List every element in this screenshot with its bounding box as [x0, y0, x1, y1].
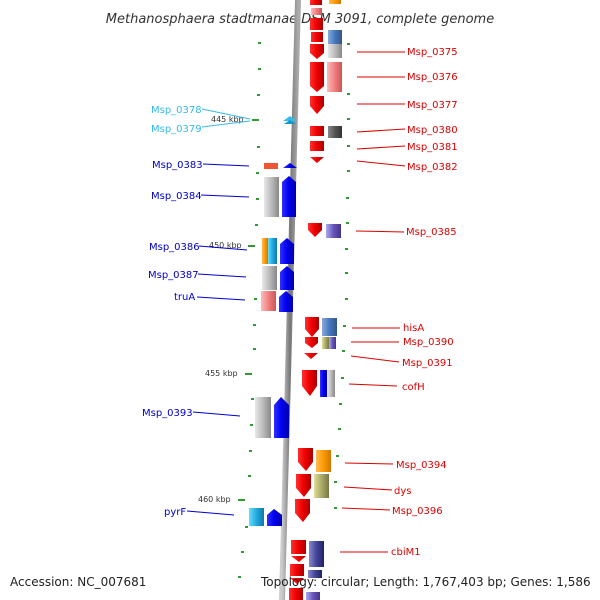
- gene-feature-Msp_0378[interactable]: [283, 116, 297, 121]
- gene-feature-Msp_0376[interactable]: [310, 62, 342, 92]
- gene-feature-Msp_0391[interactable]: [304, 353, 318, 359]
- gene-feature-hisA[interactable]: [305, 317, 337, 337]
- gene-label-cbiM1[interactable]: cbiM1: [391, 547, 421, 558]
- gene-label-group-Msp_0396[interactable]: Msp_0396: [341, 506, 443, 517]
- gene-label-Msp_0393[interactable]: Msp_0393: [142, 408, 193, 419]
- gene-feature-dys[interactable]: [296, 474, 329, 498]
- gene-label-Msp_0382[interactable]: Msp_0382: [407, 162, 458, 173]
- gene-label-group-Msp_0384[interactable]: Msp_0384: [151, 191, 250, 202]
- gene-label-dys[interactable]: dys: [394, 486, 411, 497]
- gene-label-group-Msp_0379[interactable]: Msp_0379: [151, 120, 251, 135]
- gene-label-group-pyrF[interactable]: pyrF: [164, 507, 235, 518]
- gene-label-group-Msp_0390[interactable]: Msp_0390: [351, 337, 454, 348]
- gene-label-Msp_0381[interactable]: Msp_0381: [407, 142, 458, 153]
- gene-feature-truA[interactable]: [261, 291, 293, 312]
- gene-label-group-Msp_0377[interactable]: Msp_0377: [357, 100, 458, 111]
- gene-feature-cbiM1[interactable]: [289, 540, 324, 600]
- gene-label-hisA[interactable]: hisA: [403, 323, 424, 334]
- gene-label-group-cbiM1[interactable]: cbiM1: [340, 547, 421, 558]
- gene-feature-Msp_0387[interactable]: [262, 266, 294, 290]
- gene-label-Msp_0375[interactable]: Msp_0375: [407, 47, 458, 58]
- gene-feature-Msp_0393[interactable]: [255, 397, 289, 438]
- gene-label-group-Msp_0385[interactable]: Msp_0385: [355, 227, 457, 238]
- gene-feature-Msp_0394[interactable]: [298, 448, 331, 472]
- gene-label-Msp_0394[interactable]: Msp_0394: [396, 460, 447, 471]
- gene-label-truA[interactable]: truA: [174, 292, 195, 303]
- gene-label-group-Msp_0387[interactable]: Msp_0387: [148, 270, 247, 281]
- kbp-label-455: 455 kbp: [205, 369, 238, 378]
- gene-label-group-Msp_0386[interactable]: Msp_0386: [149, 242, 248, 253]
- gene-label-group-Msp_0381[interactable]: Msp_0381: [356, 142, 458, 153]
- gene-feature-Msp_0377[interactable]: [310, 96, 324, 114]
- accession-info: Accession: NC_007681: [10, 575, 147, 589]
- gene-label-Msp_0380[interactable]: Msp_0380: [407, 125, 458, 136]
- gene-feature-Msp_0381[interactable]: [310, 141, 324, 151]
- gene-label-group-Msp_0391[interactable]: Msp_0391: [350, 355, 453, 369]
- gene-label-Msp_0387[interactable]: Msp_0387: [148, 270, 199, 281]
- gene-feature-Msp_0382[interactable]: [310, 157, 324, 163]
- scale-dots: [238, 42, 350, 578]
- gene-label-Msp_0391[interactable]: Msp_0391: [402, 358, 453, 369]
- kbp-label-460: 460 kbp: [198, 495, 231, 504]
- gene-label-Msp_0376[interactable]: Msp_0376: [407, 72, 458, 83]
- gene-label-group-Msp_0394[interactable]: Msp_0394: [344, 460, 447, 471]
- gene-label-group-Msp_0383[interactable]: Msp_0383: [152, 160, 250, 171]
- gene-feature-Msp_0396[interactable]: [295, 499, 310, 522]
- gene-label-group-Msp_0382[interactable]: Msp_0382: [356, 160, 458, 173]
- gene-label-group-cofH[interactable]: cofH: [348, 382, 425, 393]
- gene-feature-Msp_0390[interactable]: [305, 337, 336, 349]
- gene-label-group-Msp_0375[interactable]: Msp_0375: [357, 47, 458, 58]
- gene-label-Msp_0378[interactable]: Msp_0378: [151, 105, 202, 116]
- gene-feature-Msp_0379[interactable]: [284, 120, 296, 124]
- kbp-label-445: 445 kbp: [211, 115, 244, 124]
- gene-label-Msp_0377[interactable]: Msp_0377: [407, 100, 458, 111]
- gene-label-Msp_0385[interactable]: Msp_0385: [406, 227, 457, 238]
- gene-feature-Msp_0380[interactable]: [310, 126, 342, 138]
- kbp-tick-460: 460 kbp: [198, 495, 245, 504]
- gene-feature-top-clip[interactable]: [310, 0, 341, 5]
- gene-label-Msp_0386[interactable]: Msp_0386: [149, 242, 200, 253]
- gene-label-group-Msp_0376[interactable]: Msp_0376: [357, 72, 458, 83]
- kbp-tick-455: 455 kbp: [205, 369, 252, 378]
- gene-label-Msp_0379[interactable]: Msp_0379: [151, 124, 202, 135]
- gene-feature-Msp_0383[interactable]: [264, 163, 297, 169]
- gene-label-group-dys[interactable]: dys: [343, 486, 411, 497]
- gene-label-Msp_0383[interactable]: Msp_0383: [152, 160, 203, 171]
- gene-label-Msp_0384[interactable]: Msp_0384: [151, 191, 202, 202]
- gene-label-group-Msp_0378[interactable]: Msp_0378: [151, 105, 251, 120]
- gene-label-cofH[interactable]: cofH: [402, 382, 425, 393]
- gene-label-Msp_0396[interactable]: Msp_0396: [392, 506, 443, 517]
- kbp-tick-450: 450 kbp: [209, 241, 255, 250]
- topology-info: Topology: circular; Length: 1,767,403 bp…: [261, 575, 591, 589]
- kbp-label-450: 450 kbp: [209, 241, 242, 250]
- gene-label-group-truA[interactable]: truA: [174, 292, 246, 303]
- gene-label-group-Msp_0380[interactable]: Msp_0380: [356, 125, 458, 136]
- gene-feature-pyrF[interactable]: [249, 508, 282, 526]
- gene-feature-Msp_0384[interactable]: [264, 176, 296, 217]
- kbp-tick-445: 445 kbp: [211, 115, 259, 124]
- gene-feature-Msp_0386[interactable]: [262, 238, 294, 264]
- gene-label-group-Msp_0393[interactable]: Msp_0393: [142, 408, 241, 419]
- gene-feature-Msp_0385[interactable]: [308, 223, 341, 238]
- gene-feature-cofH[interactable]: [302, 370, 335, 397]
- gene-label-Msp_0390[interactable]: Msp_0390: [403, 337, 454, 348]
- gene-label-pyrF[interactable]: pyrF: [164, 507, 186, 518]
- gene-feature-Msp_0375[interactable]: [310, 8, 342, 59]
- gene-label-group-hisA[interactable]: hisA: [352, 323, 424, 334]
